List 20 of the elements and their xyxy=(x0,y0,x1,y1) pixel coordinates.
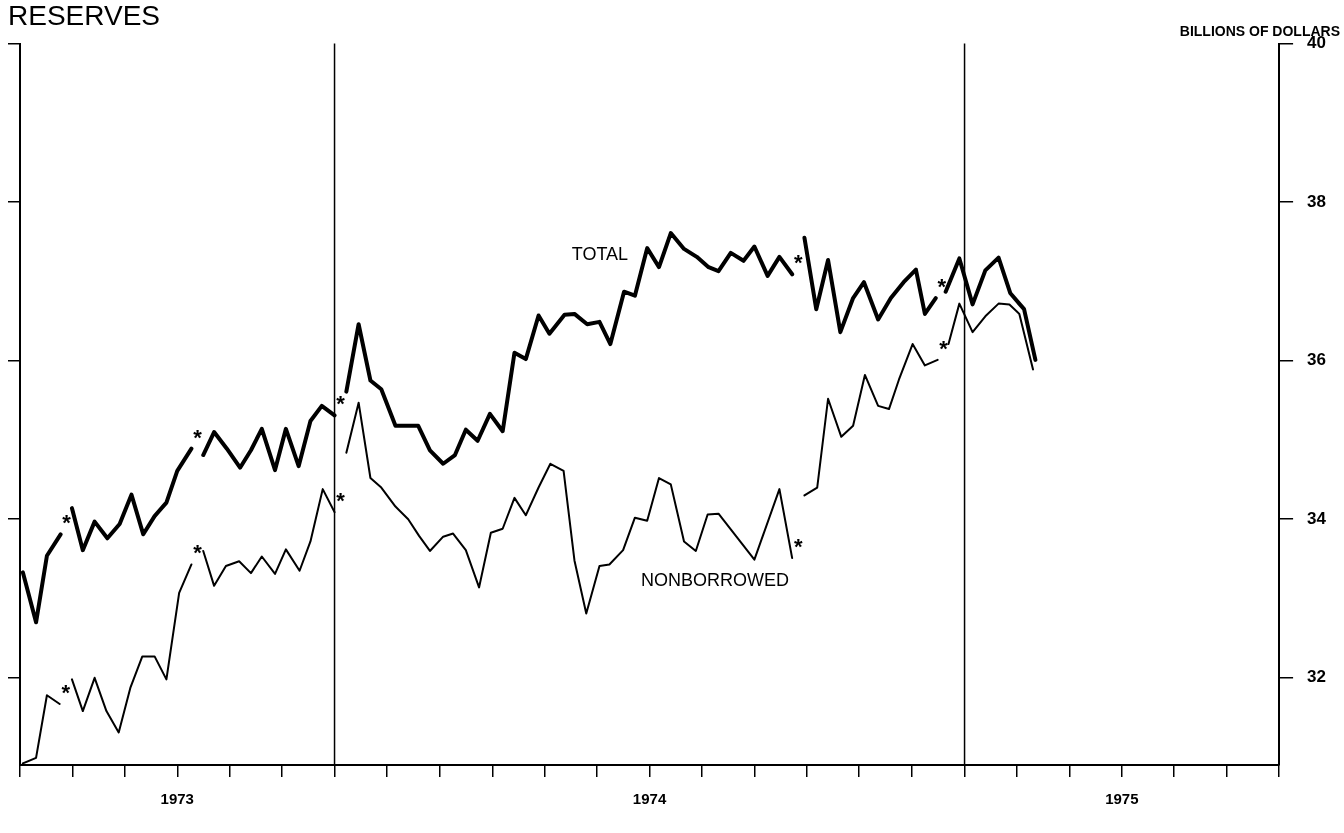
annotation: * xyxy=(193,540,203,566)
y-tick-label: 32 xyxy=(1307,667,1327,687)
annotation: * xyxy=(793,534,803,560)
annotation: * xyxy=(62,510,72,536)
x-tick-label: 1975 xyxy=(1105,790,1139,808)
x-tick-label: 1974 xyxy=(632,790,667,808)
y-tick-label: 34 xyxy=(1307,508,1327,528)
annotation: * xyxy=(937,274,947,300)
y-tick-label: 38 xyxy=(1307,191,1327,211)
annotation: * xyxy=(61,680,71,706)
y-tick-label: 36 xyxy=(1307,350,1327,370)
annotation: * xyxy=(336,391,346,417)
annotation: * xyxy=(336,488,346,514)
series-label: NONBORROWED xyxy=(641,570,790,591)
annotation: * xyxy=(793,250,803,276)
annotation: * xyxy=(193,424,203,450)
chart-title: RESERVES xyxy=(8,0,160,31)
annotation: * xyxy=(939,335,949,361)
x-tick-label: 1973 xyxy=(160,790,194,808)
series-label: TOTAL xyxy=(571,243,629,264)
